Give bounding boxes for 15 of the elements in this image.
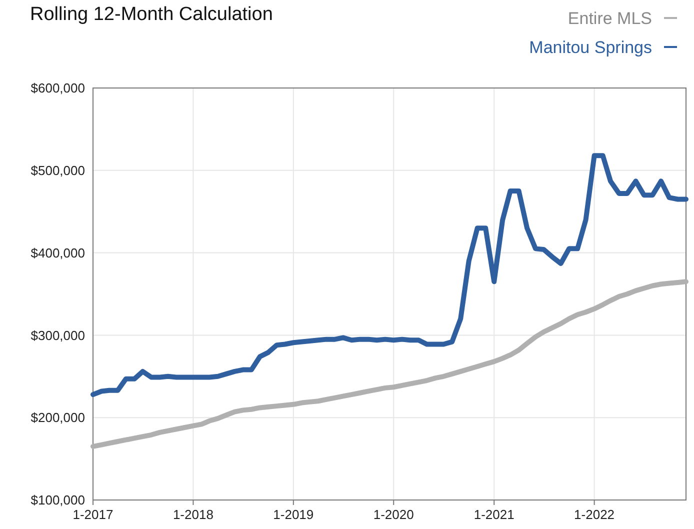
x-tick-label: 1-2020 bbox=[373, 507, 414, 522]
legend-label: Entire MLS bbox=[568, 9, 652, 28]
legend-label: Manitou Springs bbox=[529, 38, 652, 57]
y-tick-label: $600,000 bbox=[30, 80, 85, 96]
x-tick-label: 1-2019 bbox=[273, 507, 314, 522]
y-tick-label: $100,000 bbox=[30, 492, 85, 508]
x-tick-label: 1-2018 bbox=[172, 507, 214, 522]
x-tick-label: 1-2017 bbox=[72, 507, 114, 522]
x-tick-label: 1-2022 bbox=[574, 507, 615, 522]
x-tick-label: 1-2021 bbox=[474, 507, 514, 522]
y-tick-label: $500,000 bbox=[30, 162, 85, 178]
chart-title: Rolling 12-Month Calculation bbox=[30, 4, 273, 25]
y-tick-label: $400,000 bbox=[30, 245, 85, 260]
y-tick-label: $300,000 bbox=[30, 328, 85, 343]
y-tick-label: $200,000 bbox=[30, 410, 85, 426]
